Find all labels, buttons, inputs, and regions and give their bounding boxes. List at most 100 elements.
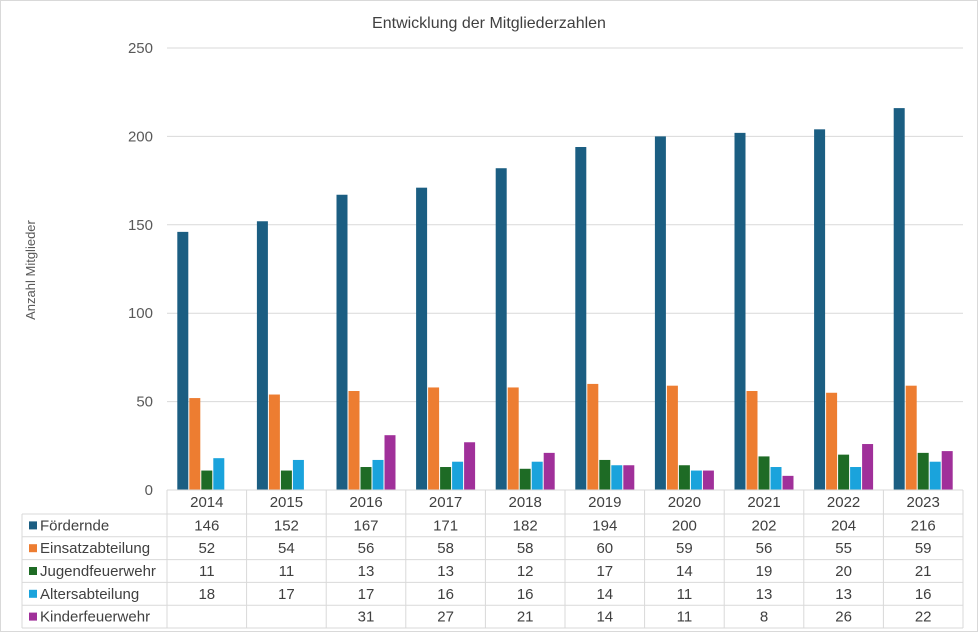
y-tick-label: 0 — [145, 482, 153, 499]
bar — [941, 451, 953, 490]
series-name: Fördernde — [40, 517, 109, 534]
bar — [654, 136, 666, 490]
bar — [666, 385, 678, 490]
data-label: 204 — [831, 517, 856, 534]
x-tick-label: 2017 — [429, 494, 462, 511]
data-label: 8 — [760, 609, 768, 626]
data-label: 11 — [199, 563, 215, 580]
y-tick-label: 150 — [128, 217, 153, 234]
x-tick-label: 2015 — [270, 494, 303, 511]
legend-key — [29, 521, 37, 530]
bar — [862, 444, 874, 490]
data-label: 202 — [751, 517, 776, 534]
bar — [575, 147, 587, 490]
data-label: 11 — [677, 586, 693, 603]
data-label: 59 — [676, 540, 693, 557]
bar — [177, 231, 189, 490]
data-label: 13 — [756, 586, 773, 603]
bar — [814, 129, 826, 490]
series-name: Kinderfeuerwehr — [40, 609, 150, 626]
data-label: 146 — [194, 517, 219, 534]
y-tick-label: 50 — [136, 394, 153, 411]
data-label: 26 — [835, 609, 852, 626]
x-tick-label: 2021 — [747, 494, 780, 511]
data-label: 56 — [358, 540, 375, 557]
bar — [599, 459, 611, 490]
data-label: 21 — [517, 609, 534, 626]
y-tick-label: 200 — [128, 128, 153, 145]
series-name: Jugendfeuerwehr — [40, 563, 156, 580]
data-label: 17 — [278, 586, 295, 603]
bar — [336, 194, 348, 490]
data-label: 17 — [358, 586, 375, 603]
bar — [838, 454, 850, 490]
y-tick-label: 250 — [128, 40, 153, 57]
data-label: 52 — [198, 540, 215, 557]
series-name: Altersabteilung — [40, 586, 139, 603]
legend-key — [29, 612, 37, 621]
bar — [495, 168, 507, 490]
bar — [416, 187, 428, 490]
data-label: 152 — [274, 517, 299, 534]
bar — [929, 461, 941, 490]
series-name: Einsatzabteilung — [40, 540, 150, 557]
bar — [428, 387, 440, 490]
bar — [758, 456, 770, 490]
data-label: 13 — [437, 563, 454, 580]
bar — [256, 221, 268, 490]
bar — [826, 392, 838, 490]
bar — [360, 467, 372, 490]
data-label: 216 — [911, 517, 936, 534]
data-label: 27 — [437, 609, 454, 626]
bar — [372, 459, 384, 490]
y-axis-label: Anzahl Mitglieder — [23, 219, 38, 319]
data-label: 16 — [517, 586, 534, 603]
bar — [531, 461, 543, 490]
legend-key — [29, 567, 37, 575]
bar — [201, 470, 213, 490]
bar — [348, 390, 360, 490]
y-tick-label: 100 — [128, 305, 153, 322]
data-label: 16 — [915, 586, 932, 603]
bar — [268, 394, 280, 490]
bar — [850, 467, 862, 490]
bar — [189, 398, 201, 490]
bar — [905, 385, 917, 490]
bar — [734, 132, 746, 490]
data-label: 14 — [596, 609, 613, 626]
data-label: 16 — [437, 586, 454, 603]
x-tick-label: 2014 — [190, 494, 223, 511]
chart-title: Entwicklung der Mitgliederzahlen — [372, 15, 606, 32]
data-label: 58 — [437, 540, 454, 557]
data-label: 21 — [915, 563, 932, 580]
data-label: 182 — [513, 517, 538, 534]
bar — [678, 465, 690, 490]
x-tick-label: 2020 — [668, 494, 701, 511]
data-label: 60 — [596, 540, 613, 557]
x-tick-label: 2022 — [827, 494, 860, 511]
x-tick-label: 2016 — [349, 494, 382, 511]
data-label: 171 — [433, 517, 458, 534]
data-label: 167 — [353, 517, 378, 534]
legend-key — [29, 589, 37, 598]
bar — [893, 108, 905, 490]
bar — [213, 458, 225, 490]
bar — [452, 461, 464, 490]
data-label: 56 — [756, 540, 773, 557]
bar — [280, 470, 292, 490]
data-label: 194 — [592, 517, 617, 534]
data-label: 200 — [672, 517, 697, 534]
data-label: 11 — [279, 563, 295, 580]
data-label: 18 — [198, 586, 215, 603]
data-label: 12 — [517, 563, 534, 580]
data-label: 55 — [835, 540, 852, 557]
bar — [384, 435, 396, 490]
bar — [690, 470, 702, 490]
bar — [782, 475, 794, 490]
data-label: 20 — [835, 563, 852, 580]
data-label: 17 — [596, 563, 613, 580]
bar — [440, 467, 452, 490]
data-label: 58 — [517, 540, 534, 557]
data-label: 54 — [278, 540, 295, 557]
bar — [770, 467, 782, 490]
